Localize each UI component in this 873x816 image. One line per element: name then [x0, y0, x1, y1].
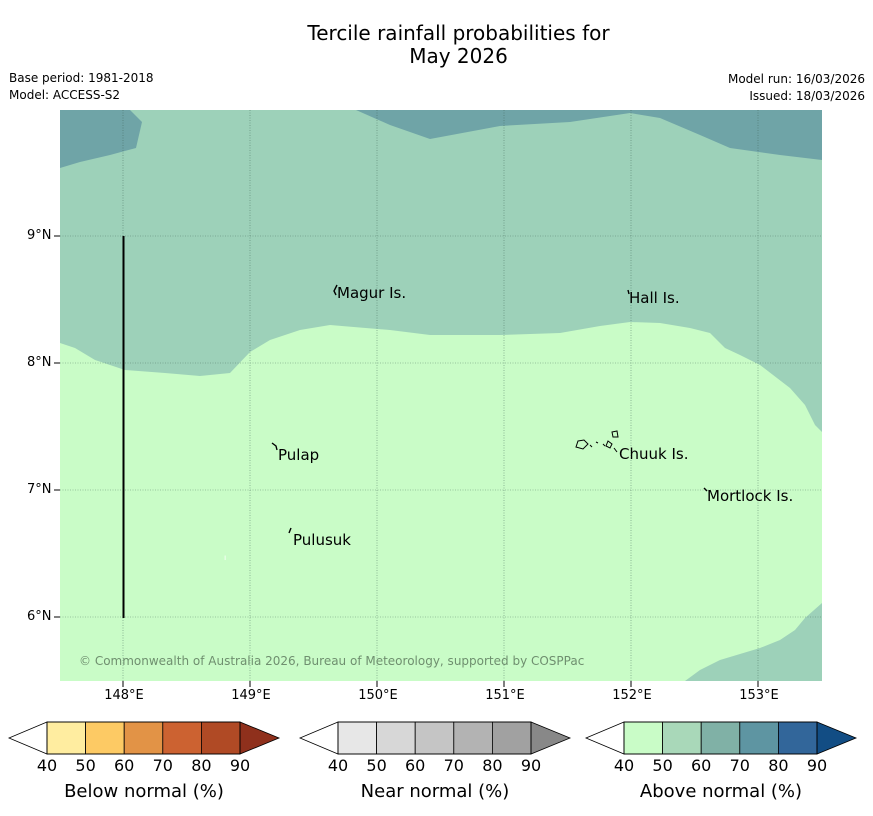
near-bin-80-90 [491, 721, 532, 755]
near-tick-50: 50 [366, 756, 387, 775]
below-bin-70-80 [162, 721, 202, 755]
model-run: Model run: 16/03/2026 [727, 72, 865, 86]
below-bin-50-60 [85, 721, 125, 755]
lon-label-150e: 150°E [358, 688, 398, 703]
speck-mark: ı [224, 553, 226, 562]
place-mortlock: Mortlock Is. [707, 487, 794, 505]
above-tick-40: 40 [613, 756, 635, 775]
above-tick-90: 90 [806, 756, 828, 775]
lon-label-152e: 152°E [612, 688, 652, 703]
above-bin-70-80 [739, 721, 779, 755]
meta-right: Model run: 16/03/2026 Issued: 18/03/2026 [728, 71, 865, 105]
lat-label-8n: 8°N [27, 355, 52, 370]
below-tick-50: 50 [75, 756, 96, 775]
pulap-island-shape [271, 442, 278, 451]
title-line-1: Tercile rainfall probabilities for [307, 21, 610, 45]
model-name: Model: ACCESS-S2 [9, 88, 121, 102]
issued-date: Issued: 18/03/2026 [749, 89, 865, 103]
chuuk-island-shapes [575, 430, 619, 453]
near-tick-60: 60 [405, 756, 426, 775]
above-arrow-left [584, 721, 625, 755]
axis-ticks [54, 235, 759, 687]
place-hall: Hall Is. [629, 289, 680, 307]
below-arrow-left [7, 721, 48, 755]
lat-label-9n: 9°N [27, 228, 52, 243]
place-magur: Magur Is. [337, 284, 407, 302]
below-arrow-right [239, 721, 281, 755]
near-bin-70-80 [453, 721, 493, 755]
place-pulusuk: Pulusuk [293, 531, 351, 549]
region-above-60-70-nw [60, 110, 142, 168]
mortlock-island-shape [703, 487, 708, 492]
region-above-50-60-southeast [685, 603, 822, 681]
pulusuk-island-shape [288, 527, 292, 534]
near-tick-40: 40 [327, 756, 349, 775]
below-normal-label: Below normal (%) [64, 781, 224, 802]
near-tick-90: 90 [520, 756, 542, 775]
place-pulap: Pulap [278, 446, 320, 464]
island-outlines [271, 284, 708, 534]
near-arrow-right [530, 721, 572, 755]
chart-title: Tercile rainfall probabilities for May 2… [0, 22, 873, 68]
near-normal-label: Near normal (%) [360, 781, 510, 802]
below-bin-40-50 [46, 721, 86, 755]
below-bin-80-90 [200, 721, 241, 755]
below-bin-60-70 [123, 721, 164, 755]
below-tick-40: 40 [36, 756, 58, 775]
above-tick-60: 60 [691, 756, 712, 775]
above-tick-80: 80 [768, 756, 789, 775]
above-bin-60-70 [700, 721, 741, 755]
place-chuuk: Chuuk Is. [619, 445, 689, 463]
above-bin-80-90 [777, 721, 818, 755]
region-above-60-70-ne [356, 110, 822, 160]
region-above-50-60-north [60, 110, 822, 432]
colorbar-near [298, 721, 572, 755]
lat-label-6n: 6°N [27, 609, 52, 624]
above-normal-label: Above normal (%) [639, 781, 803, 802]
title-line-2: May 2026 [409, 44, 508, 68]
lat-label-7n: 7°N [27, 482, 52, 497]
above-tick-50: 50 [652, 756, 673, 775]
below-tick-60: 60 [114, 756, 135, 775]
lon-label-153e: 153°E [739, 688, 779, 703]
near-bin-50-60 [376, 721, 416, 755]
above-bin-50-60 [662, 721, 702, 755]
near-tick-70: 70 [443, 756, 464, 775]
near-bin-40-50 [337, 721, 377, 755]
above-bin-40-50 [623, 721, 663, 755]
above-arrow-right [816, 721, 858, 755]
base-period: Base period: 1981-2018 [9, 71, 154, 85]
colorbar-above [584, 721, 858, 755]
copyright-notice: © Commonwealth of Australia 2026, Bureau… [79, 654, 585, 668]
lon-label-149e: 149°E [231, 688, 271, 703]
near-arrow-left [298, 721, 339, 755]
magur-island-shape [333, 284, 338, 296]
meta-left: Base period: 1981-2018 Model: ACCESS-S2 [9, 70, 154, 104]
above-tick-70: 70 [729, 756, 750, 775]
near-tick-80: 80 [482, 756, 503, 775]
probability-fill [60, 110, 822, 681]
hall-island-shape [627, 289, 630, 295]
lon-label-151e: 151°E [485, 688, 525, 703]
colorbar-below [7, 721, 281, 755]
lon-label-148e: 148°E [104, 688, 144, 703]
below-tick-90: 90 [229, 756, 251, 775]
near-bin-60-70 [414, 721, 455, 755]
below-tick-80: 80 [191, 756, 212, 775]
below-tick-70: 70 [152, 756, 173, 775]
